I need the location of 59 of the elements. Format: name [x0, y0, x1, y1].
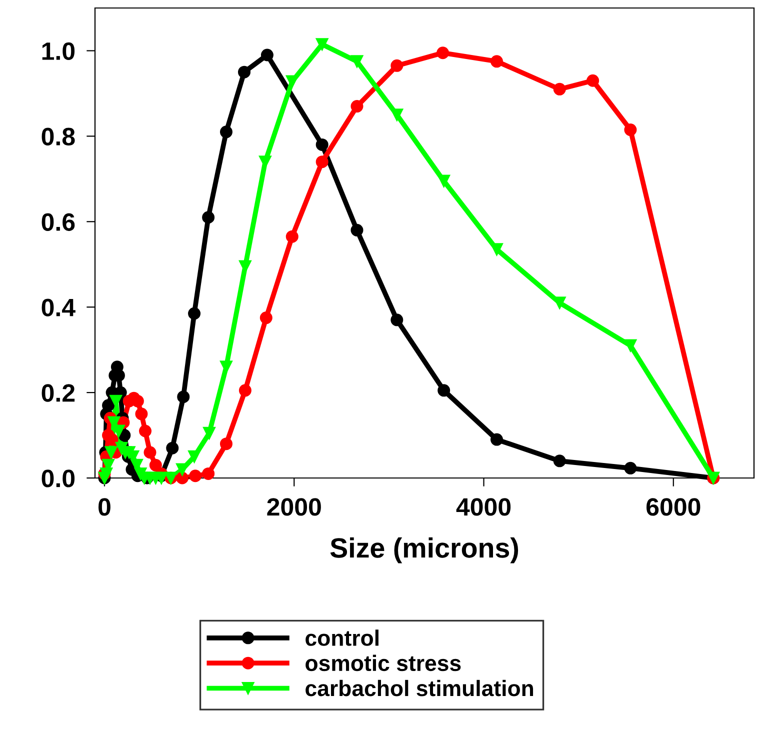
point: [553, 82, 566, 96]
point: [438, 384, 450, 397]
point: [260, 312, 272, 324]
point: [260, 48, 274, 62]
y-tick-label: 0.6: [42, 213, 75, 231]
y-tick-label: 0.0: [42, 470, 75, 488]
point: [586, 74, 600, 87]
point: [350, 100, 364, 113]
x-tick-label: 4000: [456, 498, 511, 516]
point: [177, 390, 190, 404]
point: [350, 224, 364, 236]
point: [553, 454, 566, 468]
point: [176, 472, 188, 484]
point: [166, 442, 179, 454]
point: [188, 450, 201, 463]
point: [144, 446, 156, 459]
point: [316, 38, 328, 51]
x-tick-label: 6000: [646, 498, 700, 516]
point: [286, 230, 298, 243]
y-tick-label: 1.0: [42, 42, 75, 60]
point: [104, 446, 118, 459]
point: [238, 384, 252, 397]
point: [189, 470, 202, 482]
point: [286, 75, 298, 88]
y-tick-label: 0.4: [42, 298, 76, 316]
point: [490, 243, 504, 256]
x-tick-label: 0: [98, 498, 110, 516]
x-tick-label: 2000: [267, 498, 321, 516]
y-tick-label: 0.2: [42, 384, 75, 402]
point: [202, 211, 215, 224]
legend-label: osmotic stress: [306, 654, 461, 672]
point: [135, 408, 148, 420]
point: [316, 138, 328, 151]
point: [390, 314, 404, 326]
point: [220, 126, 232, 138]
point: [350, 55, 364, 68]
point: [490, 55, 504, 68]
point: [220, 438, 232, 450]
point: [102, 399, 115, 412]
point: [624, 124, 637, 136]
point: [624, 462, 637, 474]
point: [390, 108, 404, 122]
point: [490, 433, 504, 446]
point: [436, 46, 450, 60]
point: [624, 339, 637, 352]
point: [390, 59, 404, 72]
point: [438, 174, 450, 188]
legend-label: carbachol stimulation: [306, 680, 534, 696]
point: [188, 307, 201, 320]
point: [220, 360, 232, 374]
point: [316, 156, 328, 168]
y-tick-label: 0.8: [42, 128, 75, 146]
point: [202, 467, 215, 480]
point: [139, 424, 152, 438]
point: [149, 458, 162, 472]
point: [203, 426, 216, 440]
legend-label: control: [306, 630, 378, 646]
point: [238, 66, 250, 78]
x-axis-title: Size (microns): [330, 537, 518, 564]
